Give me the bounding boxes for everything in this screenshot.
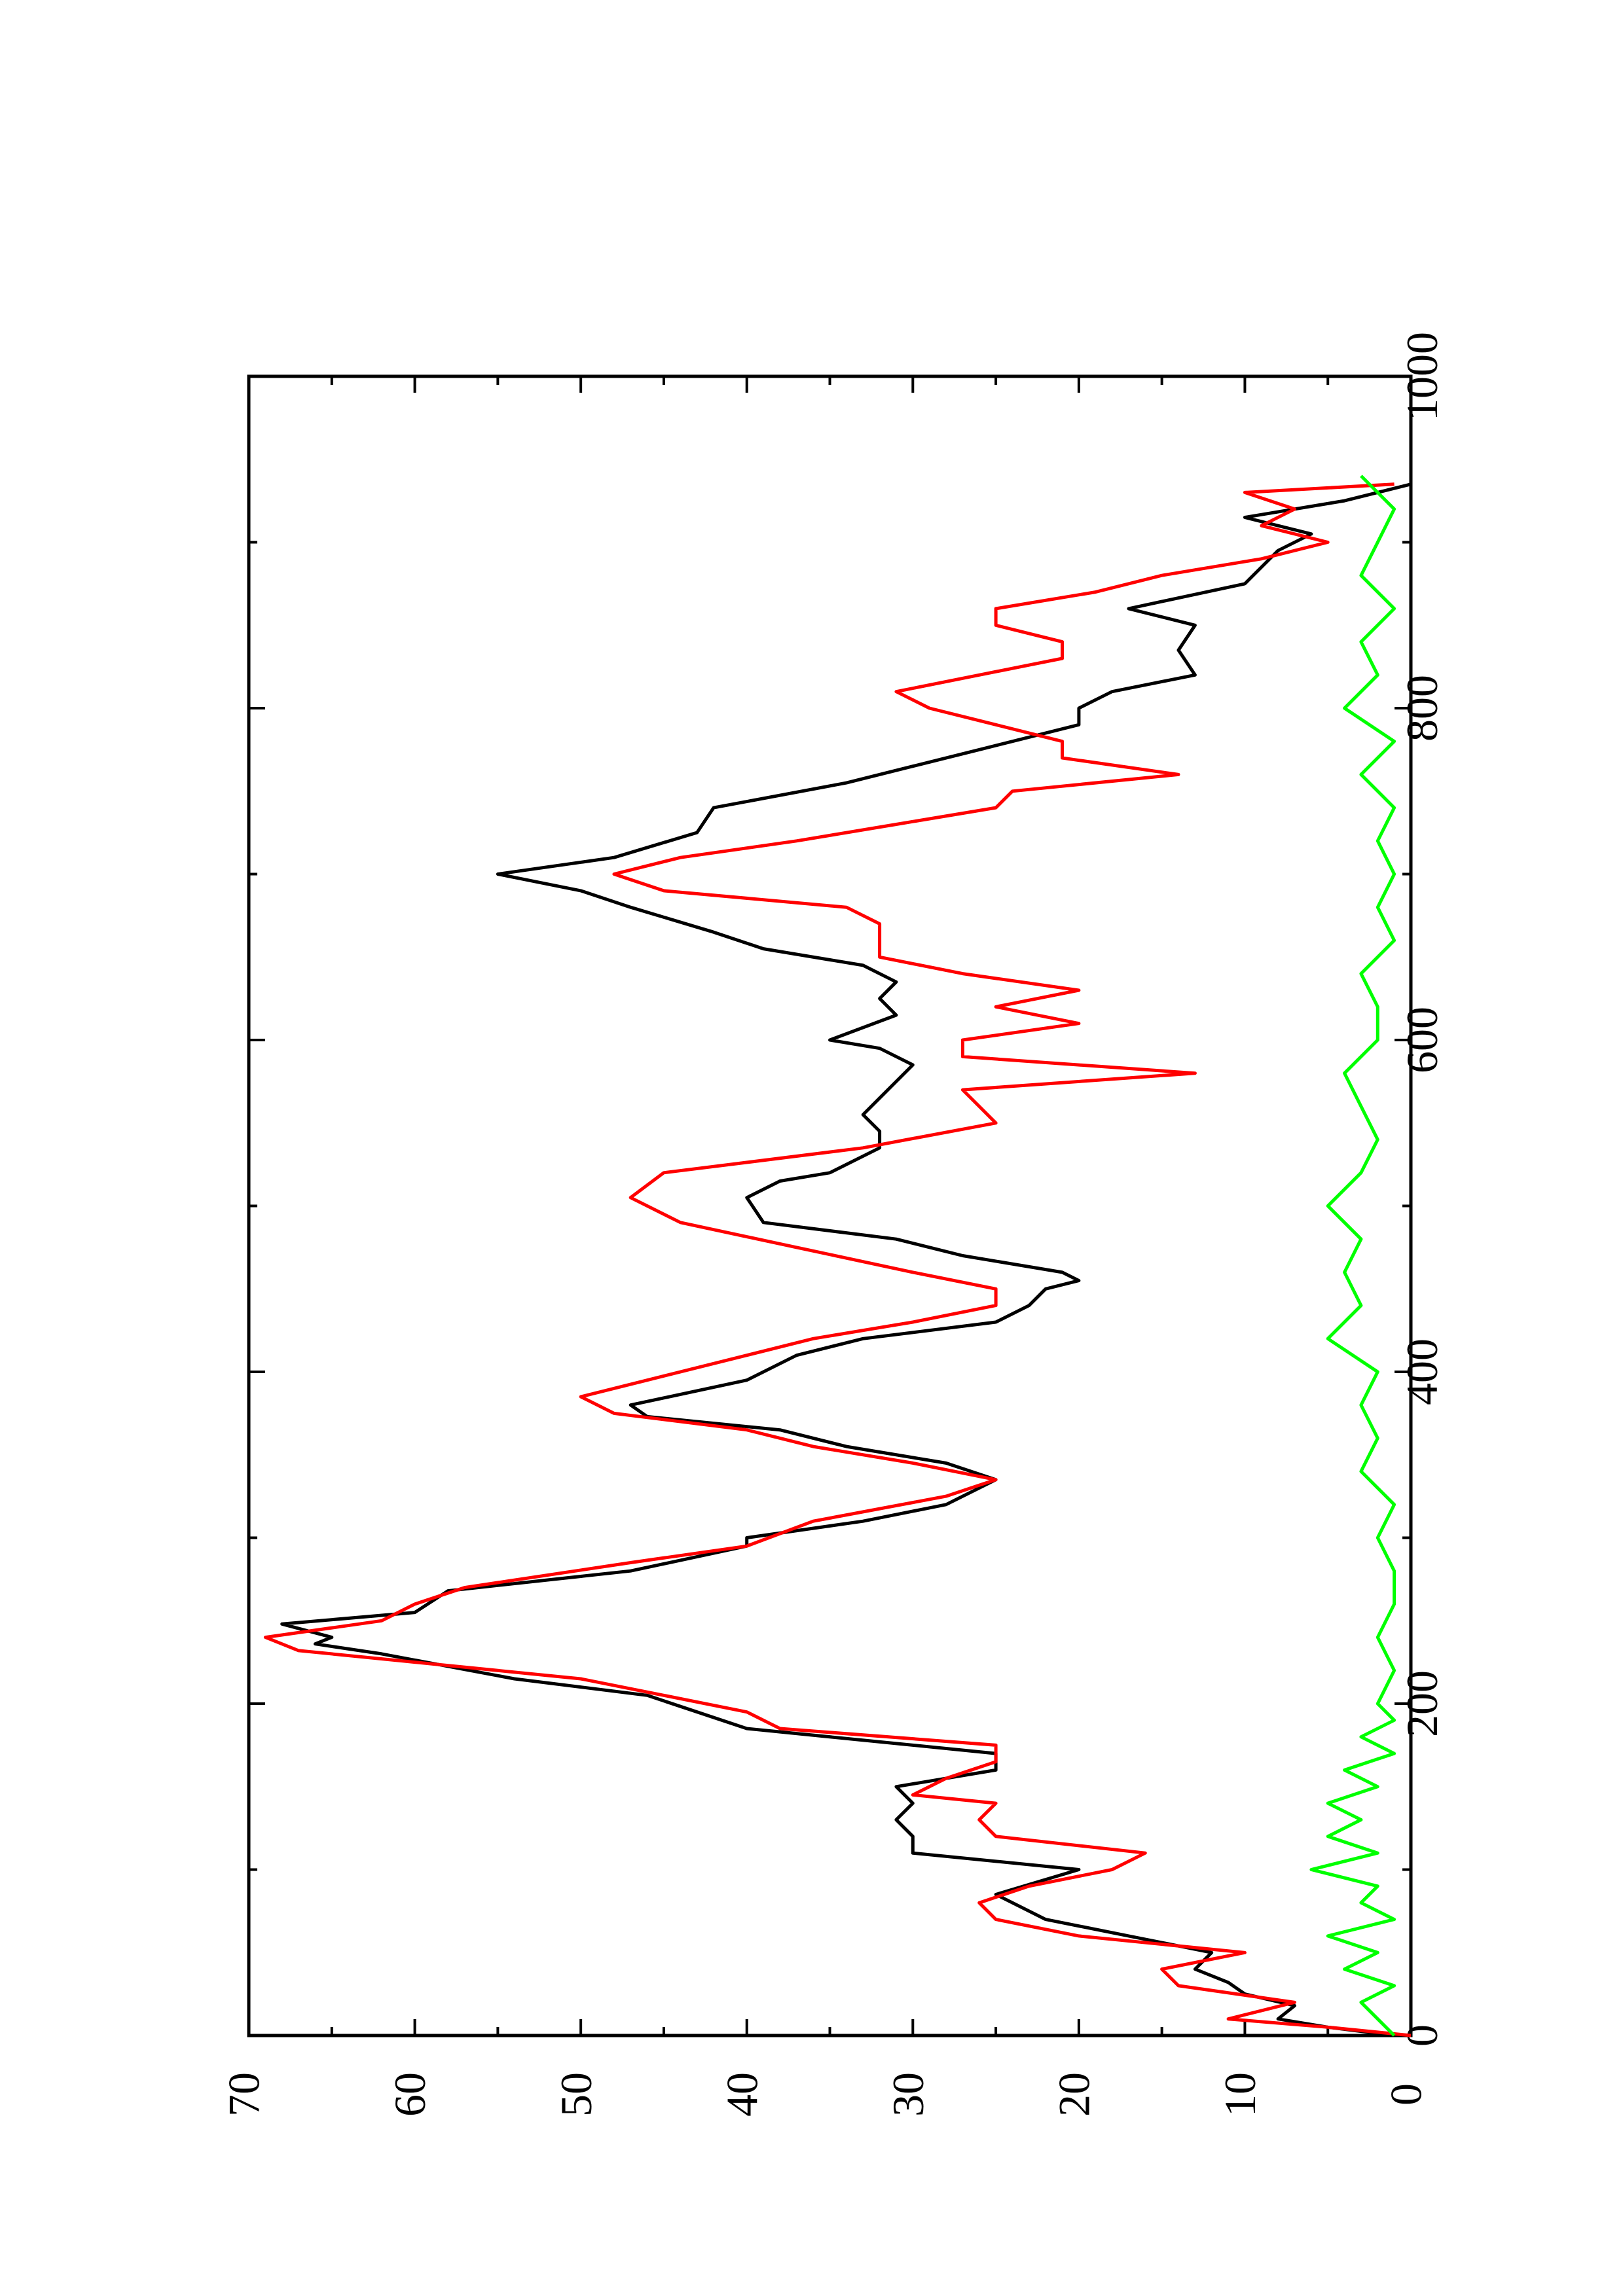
plot-border xyxy=(247,374,1413,2037)
y-tick-label: 20 xyxy=(1049,2072,1099,2117)
y-tick-label: 40 xyxy=(717,2072,767,2117)
series-line-1 xyxy=(280,482,1412,2037)
y-tick-label: 10 xyxy=(1215,2072,1265,2117)
series-line-2 xyxy=(263,482,1412,2037)
y-tick-label: 30 xyxy=(883,2072,933,2117)
x-tick-label: 1000 xyxy=(1397,332,1447,421)
y-tick-label: 50 xyxy=(551,2072,601,2117)
axis-ticks xyxy=(247,375,1412,2037)
plot-frame xyxy=(247,374,1413,2037)
x-tick-label: 600 xyxy=(1397,1007,1447,1073)
series-line-3 xyxy=(1309,475,1396,2037)
y-tick-label: 0 xyxy=(1381,2083,1431,2106)
y-tick-label: 60 xyxy=(385,2072,435,2117)
x-tick-label: 800 xyxy=(1397,675,1447,742)
x-tick-label: 200 xyxy=(1397,1670,1447,1737)
series-lines xyxy=(263,475,1412,2037)
x-tick-label: 400 xyxy=(1397,1338,1447,1405)
y-tick-label: 70 xyxy=(219,2072,269,2117)
